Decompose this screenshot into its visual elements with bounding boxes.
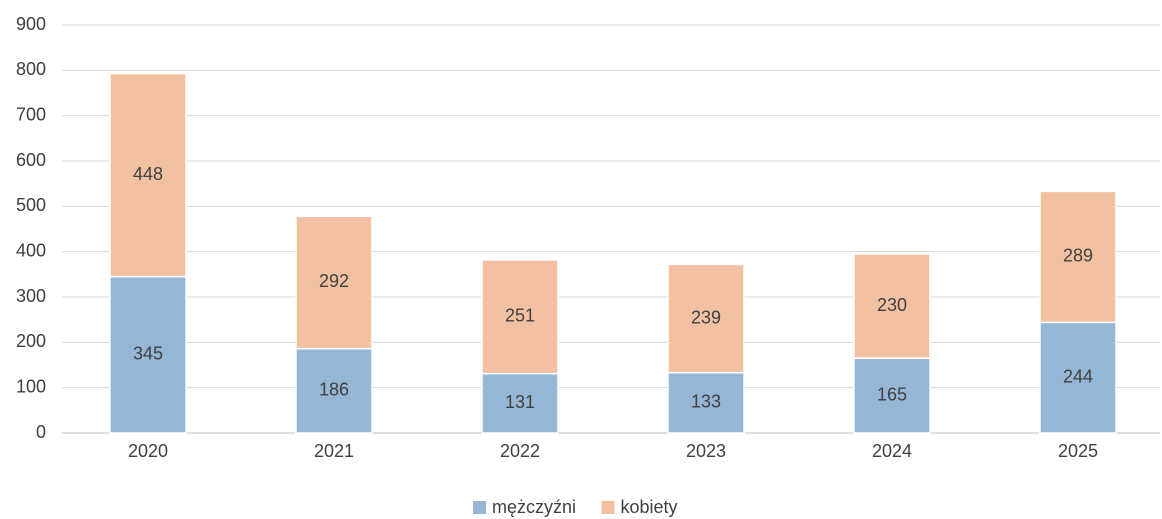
data-label: 244 <box>1063 366 1093 386</box>
y-tick-label: 200 <box>16 331 46 351</box>
data-label: 239 <box>691 307 721 327</box>
y-tick-label: 300 <box>16 286 46 306</box>
data-label: 289 <box>1063 246 1093 266</box>
bar-segment <box>667 371 745 434</box>
x-tick-label: 2021 <box>314 441 354 461</box>
bar-segment <box>1039 190 1117 324</box>
y-tick-label: 500 <box>16 195 46 215</box>
legend-label: mężczyźni <box>492 497 576 517</box>
bar-segment <box>481 372 559 434</box>
data-label: 345 <box>133 344 163 364</box>
y-tick-label: 900 <box>16 14 46 34</box>
data-label: 251 <box>505 305 535 325</box>
y-tick-label: 0 <box>36 422 46 442</box>
data-label: 230 <box>877 295 907 315</box>
y-tick-label: 100 <box>16 376 46 396</box>
bar-segment <box>295 215 373 350</box>
y-tick-label: 800 <box>16 59 46 79</box>
x-tick-label: 2020 <box>128 441 168 461</box>
y-tick-label: 400 <box>16 240 46 260</box>
bar-segment <box>109 72 187 278</box>
data-label: 131 <box>505 392 535 412</box>
data-label: 186 <box>319 380 349 400</box>
bar-segment <box>295 347 373 434</box>
x-tick-label: 2022 <box>500 441 540 461</box>
data-label: 133 <box>691 392 721 412</box>
legend-swatch <box>473 501 486 514</box>
bar-segment <box>667 263 745 374</box>
x-tick-label: 2024 <box>872 441 912 461</box>
bar-segment <box>481 259 559 375</box>
bar-segment <box>853 253 931 359</box>
bar-segment <box>853 357 931 434</box>
bar-segment <box>1039 321 1117 434</box>
y-tick-label: 600 <box>16 150 46 170</box>
legend-label: kobiety <box>621 497 678 517</box>
y-tick-label: 700 <box>16 104 46 124</box>
legend-swatch <box>601 501 615 514</box>
x-tick-label: 2025 <box>1058 441 1098 461</box>
x-tick-label: 2023 <box>686 441 726 461</box>
data-label: 165 <box>877 384 907 404</box>
data-label: 448 <box>133 164 163 184</box>
data-label: 292 <box>319 271 349 291</box>
